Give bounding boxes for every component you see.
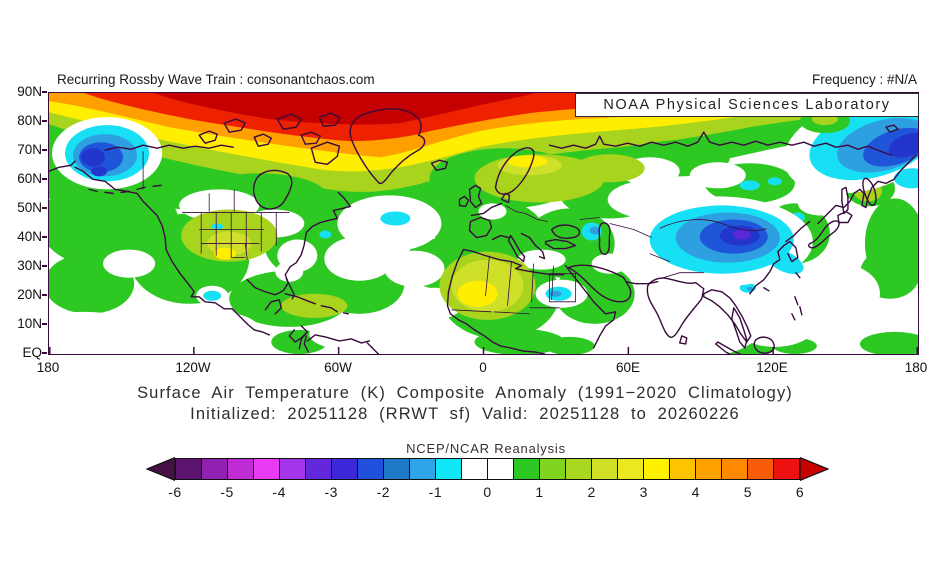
lon-label-180w: 180 (36, 360, 60, 375)
colorbar-cell (722, 459, 748, 479)
lat-label-80n: 80N (17, 113, 42, 128)
colorbar-right-arrow (800, 457, 829, 481)
colorbar-cell (540, 459, 566, 479)
colorbar-tick-label: 1 (535, 484, 544, 500)
plot-subtitle: Initialized: 20251128 (RRWT sf) Valid: 2… (190, 405, 740, 423)
plot-title: Surface Air Temperature (K) Composite An… (137, 384, 793, 402)
colorbar-cell (176, 459, 202, 479)
colorbar-cell (644, 459, 670, 479)
lon-label-180e: 180 (904, 360, 928, 375)
coastlines (49, 108, 917, 354)
colorbar-cell (436, 459, 462, 479)
frequency-label: Frequency : #N/A (811, 72, 917, 87)
colorbar-cell (358, 459, 384, 479)
colorbar-cell (618, 459, 644, 479)
lat-tick (42, 323, 47, 325)
lat-label-20n: 20N (17, 287, 42, 302)
lat-tick (42, 178, 47, 180)
colorbar-cell (670, 459, 696, 479)
lat-tick (42, 120, 47, 122)
colorbar-cell (592, 459, 618, 479)
colorbar-tick-label: -2 (376, 484, 391, 500)
colorbar-cell (748, 459, 774, 479)
colorbar-cell (332, 459, 358, 479)
lat-tick (42, 265, 47, 267)
colorbar-tick-label: 5 (743, 484, 753, 500)
colorbar-tick-label: 2 (587, 484, 596, 500)
colorbar-tick-labels: -6 -5 -4 -3 -2 -1 0 1 2 3 4 5 6 (168, 484, 803, 502)
colorbar-tick-label: 0 (483, 484, 492, 500)
lon-label-0: 0 (479, 360, 487, 375)
colorbar-tick-label: 6 (795, 484, 805, 500)
colorbar-cell (462, 459, 488, 479)
noaa-psl-banner-label: NOAA Physical Sciences Laboratory (603, 97, 891, 113)
noaa-psl-banner: NOAA Physical Sciences Laboratory (575, 93, 919, 117)
lat-label-30n: 30N (17, 258, 42, 273)
colorbar-cell (384, 459, 410, 479)
colorbar-tick-label: 3 (639, 484, 648, 500)
lon-label-120e: 120E (756, 360, 788, 375)
colorbar-tick-label: 4 (691, 484, 700, 500)
colorbar-tick-label: -1 (428, 484, 443, 500)
lat-tick (42, 294, 47, 296)
lat-tick (42, 236, 47, 238)
colorbar-title: NCEP/NCAR Reanalysis (406, 441, 566, 456)
lat-tick (42, 352, 47, 354)
lat-tick (42, 207, 47, 209)
colorbar-cell (410, 459, 436, 479)
colorbar-cell (488, 459, 514, 479)
lon-label-60w: 60W (324, 360, 352, 375)
colorbar-cell (696, 459, 722, 479)
colorbar-cell (566, 459, 592, 479)
colorbar-tick-label: -4 (272, 484, 286, 500)
colorbar-left-arrow (146, 457, 175, 481)
siberia-cold-anomaly (783, 96, 918, 194)
longitude-ticks (49, 346, 918, 354)
lat-label-eq: EQ (22, 345, 42, 360)
colorbar-cell (254, 459, 280, 479)
cool-spots (203, 177, 805, 301)
colorbar-tick-label: -6 (168, 484, 182, 500)
lat-label-50n: 50N (17, 200, 42, 215)
colorbar-cell (202, 459, 228, 479)
lat-label-70n: 70N (17, 142, 42, 157)
colorbar-cell (306, 459, 332, 479)
colorbar-tick-label: -3 (324, 484, 338, 500)
lat-label-60n: 60N (17, 171, 42, 186)
colorbar-tick-label: -5 (220, 484, 234, 500)
anomaly-map (49, 93, 918, 354)
colorbar-cell (514, 459, 540, 479)
lat-label-10n: 10N (17, 316, 42, 331)
lat-tick (42, 149, 47, 151)
plot-source-label: Recurring Rossby Wave Train : consonantc… (57, 72, 375, 87)
map-frame (48, 92, 919, 355)
tibet-cold-anomaly (622, 196, 813, 287)
lat-tick (42, 91, 47, 93)
colorbar-cell (228, 459, 254, 479)
colorbar-cell (280, 459, 306, 479)
political-borders (142, 151, 767, 315)
lon-label-120w: 120W (175, 360, 211, 375)
colorbar-cell (774, 459, 799, 479)
lat-label-40n: 40N (17, 229, 42, 244)
lat-label-90n: 90N (17, 84, 42, 99)
lon-label-60e: 60E (615, 360, 641, 375)
colorbar (175, 458, 800, 480)
bering-cold-anomaly (52, 117, 163, 190)
